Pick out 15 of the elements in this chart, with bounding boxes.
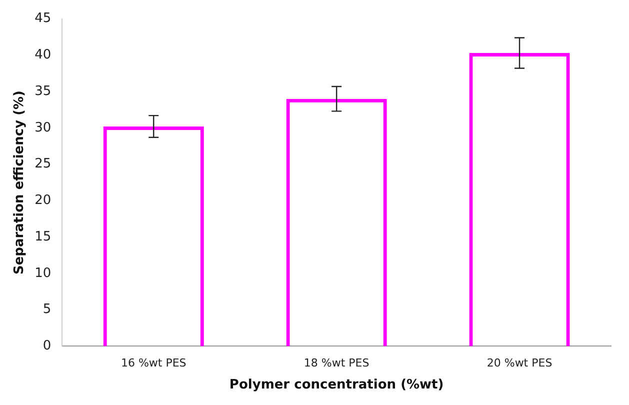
y-tick-label: 5: [42, 302, 52, 318]
y-tick-label: 10: [34, 266, 52, 281]
y-tick-label: 20: [34, 193, 52, 208]
y-tick-label: 35: [34, 84, 52, 99]
x-axis-title: Polymer concentration (%wt): [229, 378, 444, 393]
y-tick-label: 0: [42, 338, 52, 354]
y-tick-label: 25: [34, 156, 52, 172]
y-tick-label: 45: [34, 11, 52, 26]
x-tick-label: 16 %wt PES: [120, 356, 186, 370]
y-tick-label: 30: [34, 120, 52, 136]
y-tick-label: 40: [34, 48, 52, 63]
y-tick-label: 15: [34, 229, 52, 244]
y-axis-title: Separation efficiency (%): [12, 90, 28, 274]
x-tick-label: 18 %wt PES: [304, 356, 370, 370]
x-tick-label: 20 %wt PES: [486, 356, 552, 370]
